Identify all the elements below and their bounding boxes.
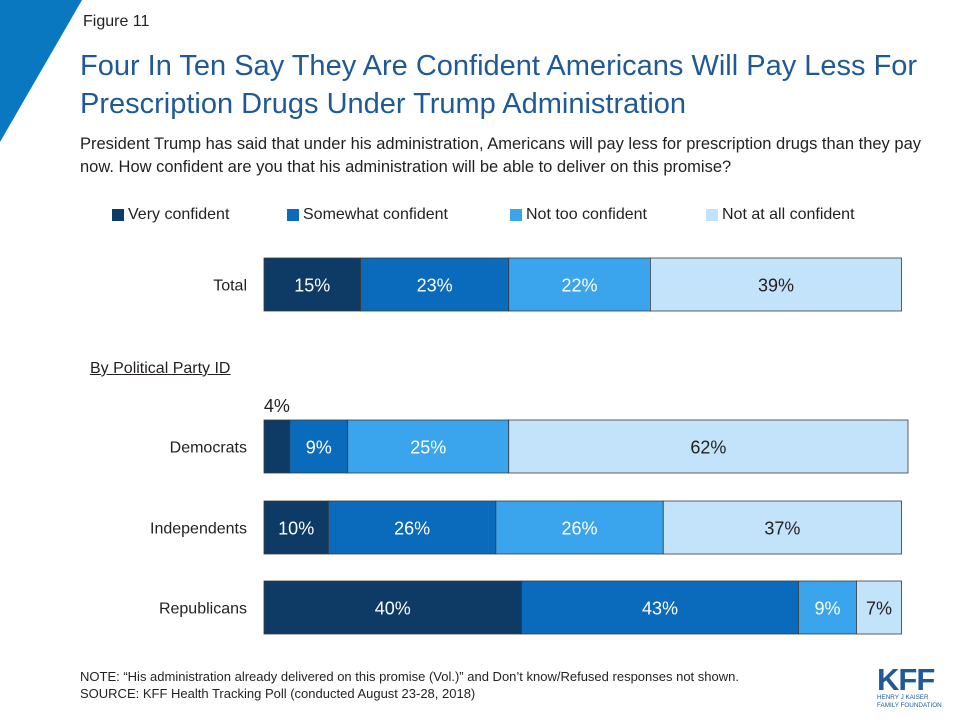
data-label-democrats-not-too-confident: 25% [410, 438, 446, 458]
data-label-independents-very-confident: 10% [278, 519, 314, 539]
category-label-independents: Independents [150, 521, 247, 538]
legend-label: Somewhat confident [303, 206, 448, 223]
legend-item-not-at-all-confident: Not at all confident [706, 206, 855, 224]
data-label-democrats-very-confident: 4% [264, 396, 290, 416]
data-label-republicans-very-confident: 40% [375, 599, 411, 619]
legend-label: Not too confident [526, 206, 647, 223]
logo-mark: KFF [877, 662, 934, 697]
note-text: NOTE: “His administration already delive… [80, 669, 739, 684]
data-label-independents-not-at-all-confident: 37% [764, 519, 800, 539]
section-label-party: By Political Party ID [90, 360, 231, 377]
legend-label: Not at all confident [722, 206, 855, 223]
corner-accent [0, 0, 82, 142]
bar-segment-democrats-very-confident [263, 419, 291, 474]
legend-item-somewhat-confident: Somewhat confident [287, 206, 448, 224]
bar-segment-republicans-not-too-confident [798, 580, 857, 635]
category-label-total: Total [213, 278, 247, 295]
data-label-democrats-somewhat-confident: 9% [306, 438, 332, 458]
bar-segment-total-not-at-all-confident [650, 257, 902, 312]
category-label-republicans: Republicans [159, 601, 247, 618]
legend-swatch [287, 209, 299, 221]
legend-swatch [706, 209, 718, 221]
figure-label: Figure 11 [83, 13, 150, 30]
legend-label: Very confident [128, 206, 230, 223]
bar-segment-democrats-not-at-all-confident [508, 419, 909, 474]
bar-segment-independents-very-confident [263, 500, 329, 555]
source-text: SOURCE: KFF Health Tracking Poll (conduc… [80, 686, 476, 701]
chart-title: Four In Ten Say They Are Confident Ameri… [80, 50, 918, 120]
bar-segment-republicans-somewhat-confident [521, 580, 799, 635]
bar-segment-democrats-somewhat-confident [289, 419, 349, 474]
data-label-total-not-at-all-confident: 39% [758, 276, 794, 296]
data-label-total-very-confident: 15% [294, 276, 330, 296]
data-label-independents-somewhat-confident: 26% [394, 519, 430, 539]
legend-item-not-too-confident: Not too confident [510, 206, 647, 224]
bar-segment-independents-not-at-all-confident [662, 500, 902, 555]
stacked-bar-chart: Total 15% 23% 22% 39% Democrats 4% 9% 25% 62% Inde… [150, 257, 909, 635]
bar-segment-total-not-too-confident [508, 257, 651, 312]
bar-segment-independents-somewhat-confident [327, 500, 497, 555]
legend-item-very-confident: Very confident [112, 206, 229, 224]
category-label-democrats: Democrats [170, 440, 247, 457]
bar-segment-democrats-not-too-confident [347, 419, 510, 474]
data-label-total-not-too-confident: 22% [562, 276, 598, 296]
logo-line1: HENRY J KAISER [877, 694, 929, 701]
bar-segment-republicans-very-confident [263, 580, 523, 635]
legend-swatch [510, 209, 522, 221]
footnote: NOTE: “His administration already delive… [80, 668, 739, 702]
kff-logo: KFF HENRY J KAISER FAMILY FOUNDATION [877, 662, 942, 709]
bar-segment-total-somewhat-confident [360, 257, 510, 312]
data-label-independents-not-too-confident: 26% [562, 519, 598, 539]
logo-line2: FAMILY FOUNDATION [877, 702, 942, 709]
bar-segment-republicans-not-at-all-confident [856, 580, 902, 635]
data-label-democrats-not-at-all-confident: 62% [690, 438, 726, 458]
data-label-republicans-not-too-confident: 9% [814, 599, 840, 619]
legend-swatch [112, 209, 124, 221]
data-label-republicans-not-at-all-confident: 7% [866, 599, 892, 619]
chart-subtitle: President Trump has said that under his … [80, 135, 921, 176]
data-label-republicans-somewhat-confident: 43% [642, 599, 678, 619]
data-label-total-somewhat-confident: 23% [417, 276, 453, 296]
bar-segment-independents-not-too-confident [495, 500, 664, 555]
bar-segment-total-very-confident [263, 257, 361, 312]
